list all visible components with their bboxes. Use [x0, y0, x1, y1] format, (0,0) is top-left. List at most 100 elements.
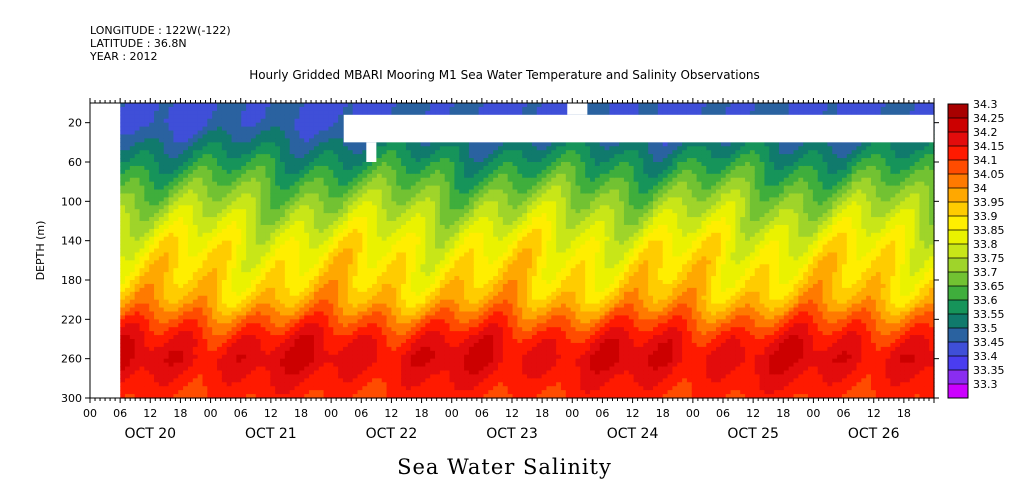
salinity-cell: [207, 106, 213, 112]
salinity-cell: [405, 248, 412, 254]
salinity-cell: [163, 335, 170, 340]
salinity-cell: [362, 224, 368, 230]
salinity-cell: [163, 354, 170, 360]
salinity-cell: [192, 106, 199, 112]
salinity-cell: [192, 291, 199, 297]
salinity-cell: [435, 382, 441, 387]
salinity-cell: [197, 154, 204, 159]
salinity-cell: [328, 126, 334, 132]
salinity-cell: [260, 370, 267, 375]
salinity-cell: [391, 197, 397, 202]
salinity-cell: [226, 291, 233, 297]
salinity-cell: [328, 272, 334, 277]
salinity-cell: [120, 268, 126, 273]
salinity-cell: [401, 173, 407, 179]
salinity-cell: [299, 114, 305, 120]
salinity-cell: [309, 224, 315, 230]
salinity-cell: [410, 154, 417, 159]
salinity-cell: [134, 189, 141, 195]
salinity-cell: [197, 232, 204, 238]
salinity-cell: [192, 130, 199, 136]
salinity-cell: [352, 154, 359, 159]
salinity-cell: [270, 358, 276, 364]
salinity-cell: [144, 189, 150, 195]
salinity-cell: [435, 173, 441, 179]
salinity-cell: [357, 228, 363, 234]
salinity-cell: [187, 110, 194, 116]
salinity-cell: [139, 260, 145, 265]
salinity-cell: [129, 110, 136, 116]
salinity-cell: [236, 394, 242, 399]
salinity-cell: [236, 327, 242, 332]
salinity-cell: [435, 323, 441, 328]
salinity-cell: [376, 150, 383, 155]
salinity-cell: [197, 236, 204, 242]
salinity-cell: [415, 362, 422, 368]
salinity-cell: [139, 386, 145, 391]
salinity-cell: [275, 209, 281, 214]
salinity-cell: [294, 280, 300, 285]
salinity-cell: [250, 394, 257, 399]
salinity-cell: [415, 177, 422, 183]
salinity-cell: [255, 114, 262, 120]
salinity-cell: [435, 197, 441, 202]
salinity-cell: [241, 366, 247, 372]
salinity-cell: [207, 189, 213, 195]
salinity-cell: [183, 339, 189, 344]
salinity-cell: [391, 213, 397, 218]
salinity-cell: [410, 331, 417, 336]
salinity-cell: [250, 146, 257, 151]
salinity-cell: [367, 319, 373, 324]
salinity-cell: [347, 260, 354, 265]
salinity-cell: [231, 158, 237, 163]
salinity-cell: [275, 158, 281, 163]
salinity-cell: [284, 319, 291, 324]
salinity-cell: [129, 221, 136, 226]
salinity-cell: [212, 264, 218, 269]
salinity-cell: [425, 374, 431, 379]
salinity-cell: [405, 378, 412, 383]
salinity-cell: [396, 378, 402, 383]
salinity-cell: [154, 342, 160, 348]
salinity-cell: [168, 370, 175, 375]
salinity-cell: [323, 335, 330, 340]
salinity-cell: [221, 248, 228, 254]
salinity-cell: [289, 217, 296, 222]
salinity-cell: [134, 362, 141, 368]
salinity-cell: [338, 252, 344, 257]
salinity-cell: [187, 374, 194, 379]
salinity-cell: [338, 103, 344, 108]
salinity-cell: [313, 382, 320, 387]
salinity-cell: [294, 201, 300, 206]
salinity-cell: [139, 307, 145, 313]
salinity-cell: [435, 232, 441, 238]
salinity-cell: [173, 224, 179, 230]
salinity-cell: [280, 114, 286, 120]
salinity-cell: [376, 248, 383, 254]
salinity-cell: [144, 103, 150, 108]
salinity-cell: [178, 307, 184, 313]
salinity-cell: [120, 252, 126, 257]
salinity-cell: [187, 252, 194, 257]
salinity-cell: [226, 201, 233, 206]
salinity-cell: [207, 244, 213, 250]
salinity-cell: [367, 197, 373, 202]
salinity-cell: [347, 165, 354, 171]
salinity-cell: [318, 232, 325, 238]
salinity-cell: [149, 354, 155, 360]
salinity-cell: [202, 185, 208, 191]
salinity-cell: [149, 339, 155, 344]
salinity-cell: [439, 236, 446, 242]
salinity-cell: [333, 260, 339, 265]
salinity-cell: [231, 244, 237, 250]
salinity-cell: [313, 158, 320, 163]
salinity-cell: [294, 390, 300, 395]
salinity-cell: [420, 193, 426, 198]
salinity-cell: [410, 342, 417, 348]
salinity-cell: [328, 346, 334, 352]
salinity-cell: [134, 248, 141, 254]
salinity-cell: [435, 339, 441, 344]
salinity-cell: [309, 173, 315, 179]
salinity-cell: [183, 106, 189, 112]
salinity-cell: [144, 236, 150, 242]
